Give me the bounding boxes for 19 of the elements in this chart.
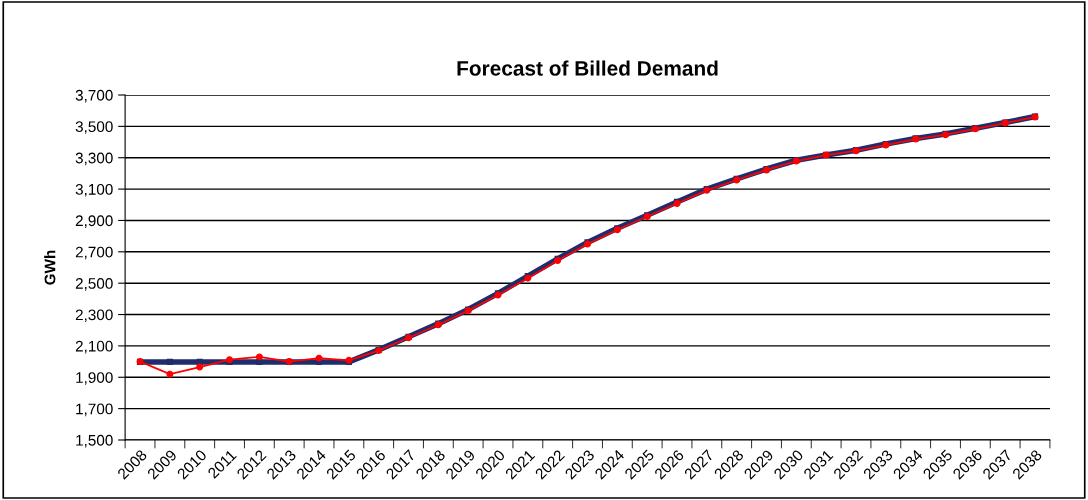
y-tick-label: 2,500 xyxy=(75,278,113,291)
y-tick-label: 1,900 xyxy=(76,372,113,385)
y-tick-label: 3,100 xyxy=(75,183,113,197)
y-tick-label: 1,700 xyxy=(76,403,113,417)
y-tick-label: 2,900 xyxy=(75,215,113,228)
y-tick-label: 2,100 xyxy=(75,340,113,354)
point xyxy=(196,363,204,371)
chart-title: Forecast of Billed Demand xyxy=(457,60,718,76)
y-axis-title: GWh xyxy=(44,250,56,285)
point xyxy=(166,358,173,366)
y-tick-label: 2,700 xyxy=(75,246,113,260)
y-tick-label: 3,300 xyxy=(75,152,113,166)
point xyxy=(315,354,323,362)
y-tick-label: 1,500 xyxy=(76,434,113,448)
y-tick-label: 2,300 xyxy=(75,309,113,323)
y-tick-label: 3,700 xyxy=(75,89,113,103)
point xyxy=(255,353,263,361)
point xyxy=(166,370,174,378)
y-tick-label: 3,500 xyxy=(75,121,113,134)
